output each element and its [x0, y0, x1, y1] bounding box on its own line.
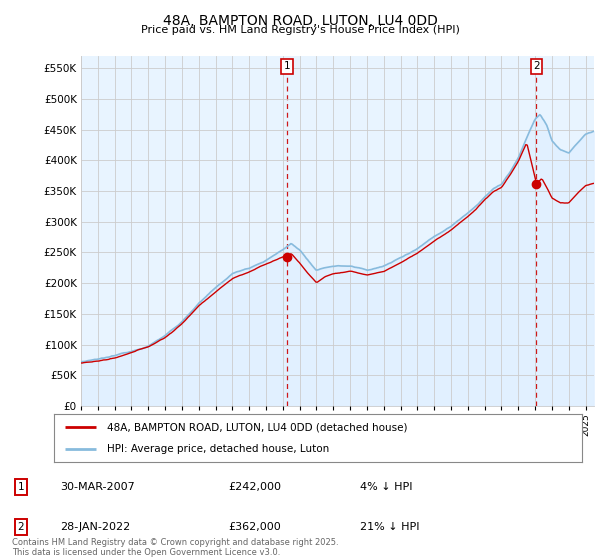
Text: 28-JAN-2022: 28-JAN-2022 — [60, 521, 130, 531]
Text: £362,000: £362,000 — [228, 521, 281, 531]
Text: £242,000: £242,000 — [228, 482, 281, 492]
Text: 2: 2 — [533, 61, 540, 71]
Text: Price paid vs. HM Land Registry's House Price Index (HPI): Price paid vs. HM Land Registry's House … — [140, 25, 460, 35]
Text: 21% ↓ HPI: 21% ↓ HPI — [360, 521, 419, 531]
Text: 1: 1 — [284, 61, 290, 71]
Text: 2: 2 — [17, 521, 25, 531]
Text: 1: 1 — [17, 482, 25, 492]
Text: 30-MAR-2007: 30-MAR-2007 — [60, 482, 135, 492]
Text: HPI: Average price, detached house, Luton: HPI: Average price, detached house, Luto… — [107, 444, 329, 454]
Text: 48A, BAMPTON ROAD, LUTON, LU4 0DD (detached house): 48A, BAMPTON ROAD, LUTON, LU4 0DD (detac… — [107, 422, 407, 432]
Text: 48A, BAMPTON ROAD, LUTON, LU4 0DD: 48A, BAMPTON ROAD, LUTON, LU4 0DD — [163, 14, 437, 28]
Text: Contains HM Land Registry data © Crown copyright and database right 2025.
This d: Contains HM Land Registry data © Crown c… — [12, 538, 338, 557]
Text: 4% ↓ HPI: 4% ↓ HPI — [360, 482, 413, 492]
